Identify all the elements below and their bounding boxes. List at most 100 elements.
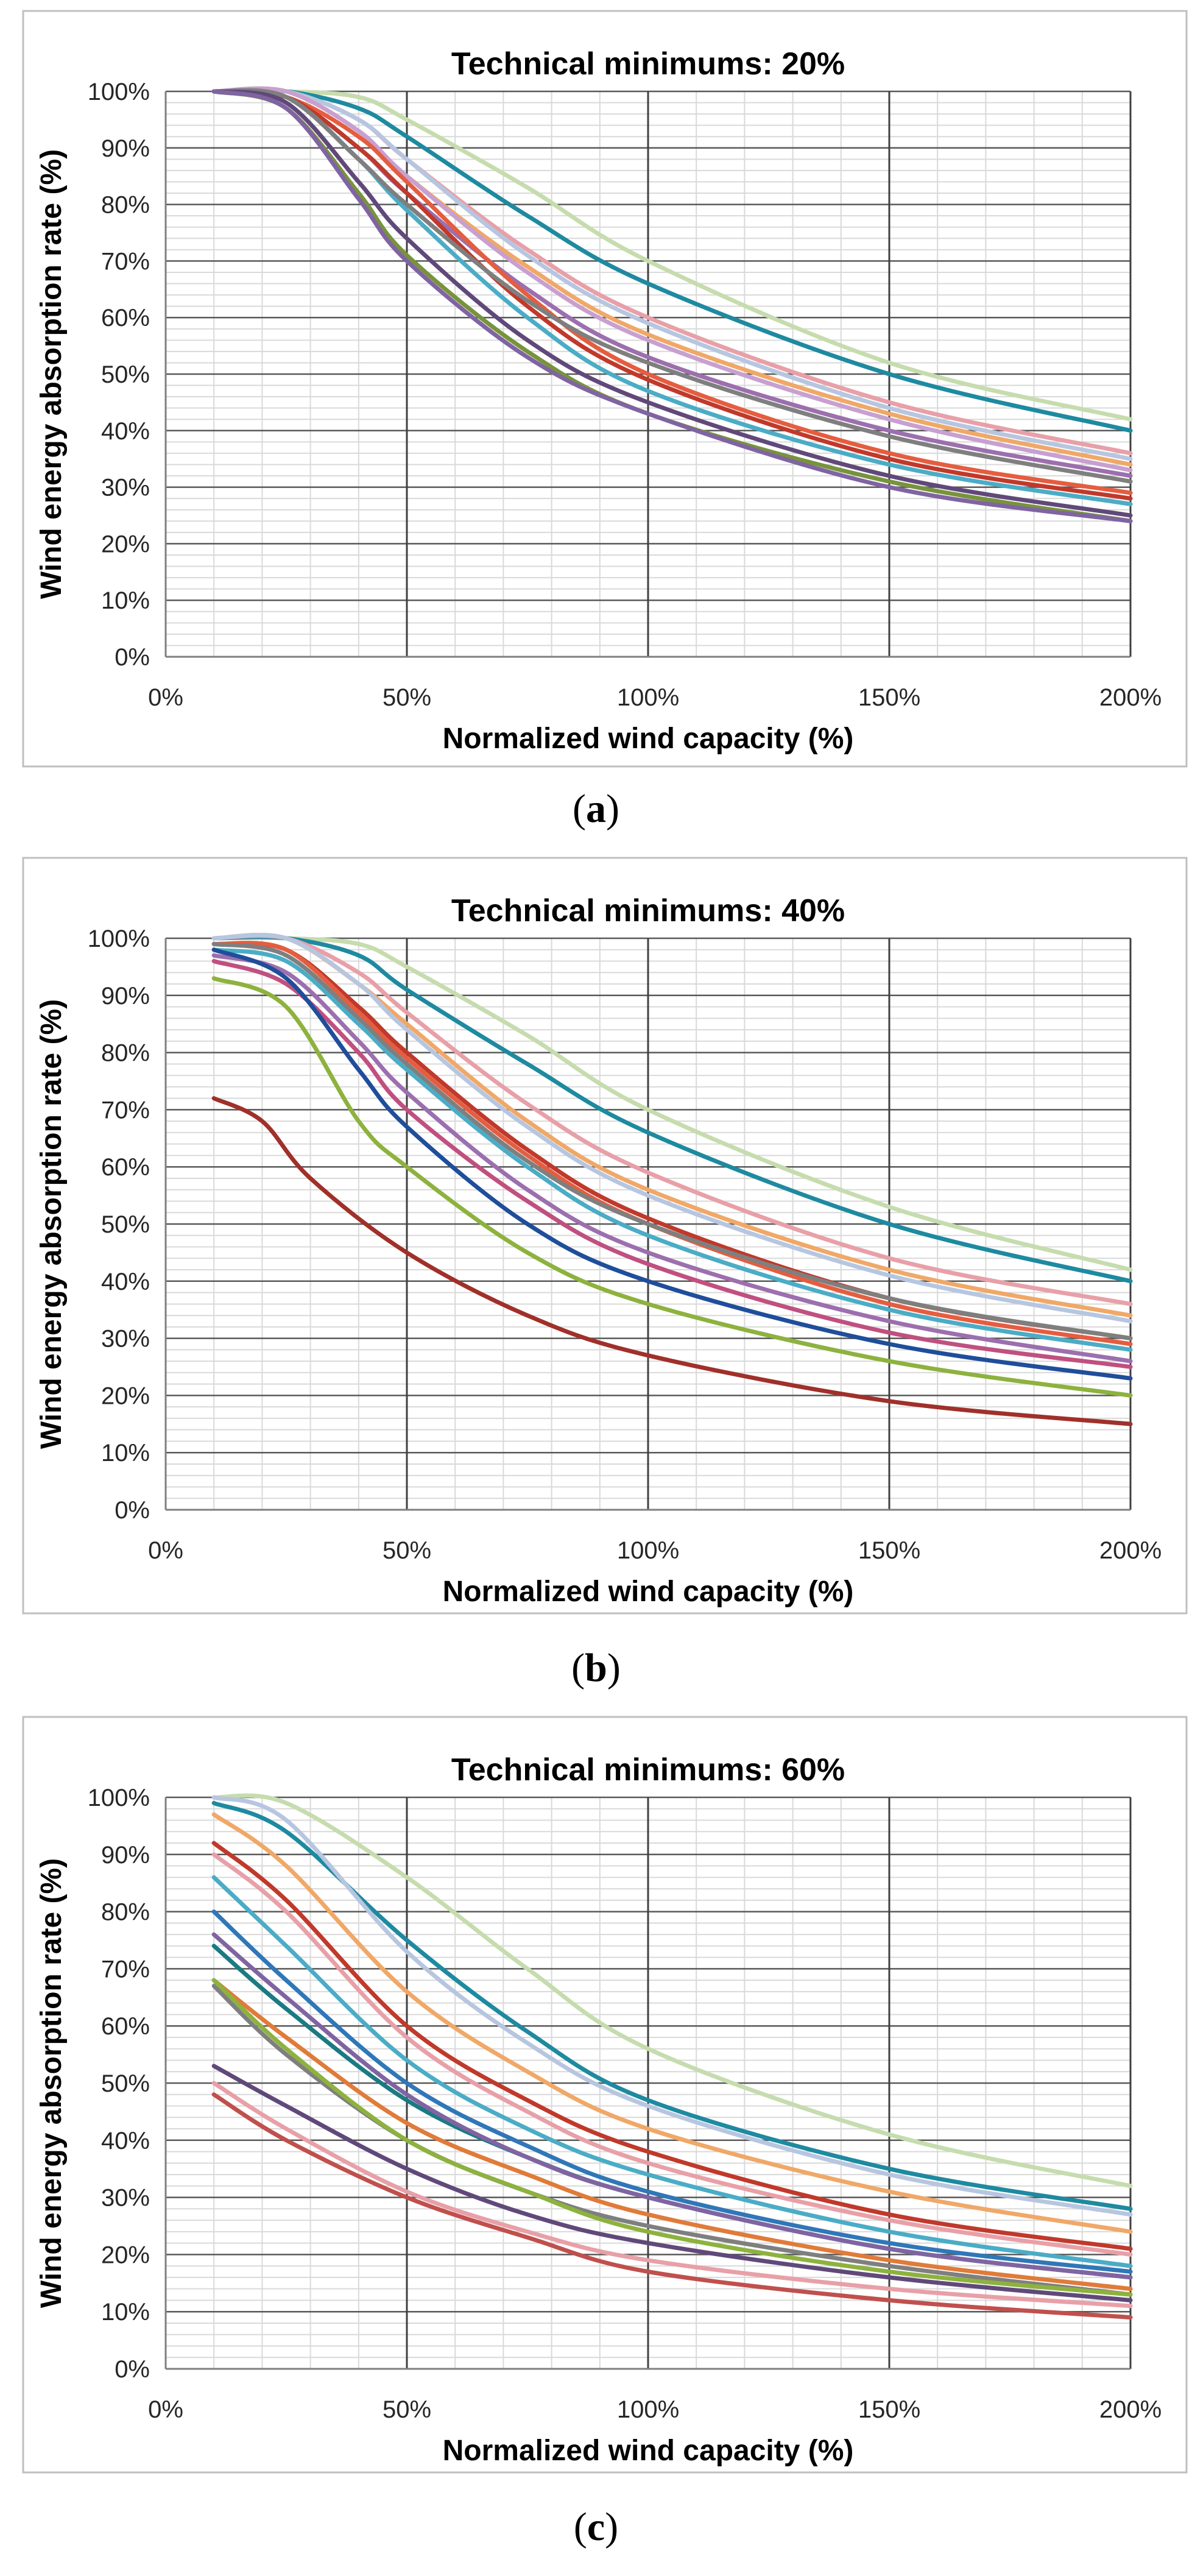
chart-frame <box>22 10 1188 768</box>
series-line <box>211 2092 1133 2320</box>
caption-open: ( <box>571 1646 585 1690</box>
y-tick-label: 100% <box>88 925 150 952</box>
x-tick-label: 200% <box>1099 1537 1162 1564</box>
x-tick-label: 0% <box>148 684 183 711</box>
y-tick-label: 70% <box>101 1097 150 1123</box>
x-tick-label: 50% <box>383 684 431 711</box>
caption-b: (b) <box>0 1645 1192 1691</box>
series-line <box>211 88 1133 484</box>
x-tick-label: 50% <box>383 1537 431 1564</box>
y-tick-label: 90% <box>101 983 150 1010</box>
series-line <box>211 88 1133 433</box>
y-tick-label: 30% <box>101 1326 150 1353</box>
y-tick-label: 80% <box>101 192 150 219</box>
y-tick-label: 0% <box>115 644 150 671</box>
y-tick-label: 10% <box>101 2299 150 2326</box>
caption-c: (c) <box>0 2504 1192 2550</box>
series-line <box>211 933 1133 1306</box>
y-axis-title: Wind energy absorption rate (%) <box>35 1858 68 2308</box>
x-tick-label: 100% <box>617 2396 679 2423</box>
series-line <box>211 1812 1133 2234</box>
y-tick-label: 60% <box>101 2013 150 2040</box>
series-line <box>211 88 1133 422</box>
series-line <box>211 1978 1133 2291</box>
caption-close: ) <box>606 787 619 831</box>
y-axis-title: Wind energy absorption rate (%) <box>35 149 68 599</box>
x-tick-label: 100% <box>617 684 679 711</box>
caption-letter: c <box>587 2505 605 2549</box>
series-line <box>211 941 1133 1341</box>
y-tick-label: 30% <box>101 475 150 501</box>
series-line <box>211 935 1133 1272</box>
chart-b: 0% 10% 20% 30% 40% 50% 60% 70% 80% 90% 100% 0% 50% 10… <box>22 857 1188 1615</box>
series-line <box>211 932 1133 1323</box>
x-axis-title: Normalized wind capacity (%) <box>443 1576 854 1608</box>
chart-panel-c: 0% 10% 20% 30% 40% 50% 60% 70% 80% 90% 100% 0% 50% 10… <box>0 1712 1192 2576</box>
chart-c: 0% 10% 20% 30% 40% 50% 60% 70% 80% 90% 100% 0% 50% 10… <box>22 1716 1188 2474</box>
series-group <box>211 932 1133 1426</box>
y-tick-label: 90% <box>101 135 150 162</box>
series-line <box>211 1932 1133 2280</box>
series-line <box>211 2064 1133 2302</box>
y-tick-label: 60% <box>101 1154 150 1181</box>
x-tick-label: 150% <box>858 2396 920 2423</box>
series-line <box>211 1800 1133 2211</box>
caption-open: ( <box>573 2505 587 2549</box>
y-tick-label: 60% <box>101 305 150 331</box>
x-axis-title: Normalized wind capacity (%) <box>443 2435 854 2467</box>
series-line <box>211 1909 1133 2274</box>
y-tick-label: 20% <box>101 1382 150 1409</box>
series-line <box>211 947 1133 1352</box>
x-tick-label: 0% <box>148 2396 183 2423</box>
y-tick-label: 100% <box>88 79 150 105</box>
chart-panel-a: 0% 10% 20% 30% 40% 50% 60% 70% 80% 90% 100% 0% 50% 10… <box>0 0 1192 847</box>
y-tick-label: 40% <box>101 418 150 445</box>
caption-a: (a) <box>0 786 1192 832</box>
series-line <box>211 2081 1133 2309</box>
series-line <box>211 976 1133 1398</box>
x-tick-label: 50% <box>383 2396 431 2423</box>
series-group <box>211 1793 1133 2320</box>
y-tick-label: 70% <box>101 248 150 275</box>
caption-open: ( <box>573 787 586 831</box>
gridlines <box>166 90 1132 657</box>
series-line <box>211 89 1133 523</box>
series-line <box>211 86 1133 473</box>
y-tick-label: 50% <box>101 1211 150 1238</box>
x-tick-label: 200% <box>1099 684 1162 711</box>
y-tick-label: 10% <box>101 1440 150 1467</box>
x-tick-label: 100% <box>617 1537 679 1564</box>
y-tick-label: 80% <box>101 1899 150 1926</box>
y-axis-title: Wind energy absorption rate (%) <box>35 999 68 1449</box>
x-tick-label: 0% <box>148 1537 183 1564</box>
x-axis-title: Normalized wind capacity (%) <box>443 723 854 755</box>
series-line <box>211 89 1133 518</box>
y-tick-label: 20% <box>101 531 150 557</box>
y-tick-label: 50% <box>101 361 150 388</box>
series-group <box>211 86 1133 523</box>
series-line <box>211 87 1133 461</box>
series-line <box>211 1852 1133 2257</box>
x-tick-label: 200% <box>1099 2396 1162 2423</box>
series-line <box>211 1793 1133 2189</box>
series-line <box>211 1841 1133 2251</box>
chart-panel-b: 0% 10% 20% 30% 40% 50% 60% 70% 80% 90% 100% 0% 50% 10… <box>0 853 1192 1706</box>
series-line <box>211 1978 1133 2297</box>
y-tick-label: 70% <box>101 1956 150 1983</box>
series-line <box>211 947 1133 1381</box>
series-line <box>211 88 1133 501</box>
series-line <box>211 941 1133 1346</box>
y-tick-label: 0% <box>115 1497 150 1524</box>
series-line <box>211 1875 1133 2268</box>
y-tick-label: 50% <box>101 2070 150 2097</box>
y-tick-label: 10% <box>101 587 150 614</box>
caption-close: ) <box>605 2505 619 2549</box>
y-tick-label: 30% <box>101 2185 150 2212</box>
series-line <box>211 1795 1133 2217</box>
chart-title: Technical minimums: 60% <box>451 1752 845 1788</box>
y-tick-label: 40% <box>101 1269 150 1295</box>
chart-title: Technical minimums: 20% <box>451 46 845 82</box>
caption-close: ) <box>607 1646 621 1690</box>
series-line <box>211 959 1133 1369</box>
series-line <box>211 89 1133 495</box>
